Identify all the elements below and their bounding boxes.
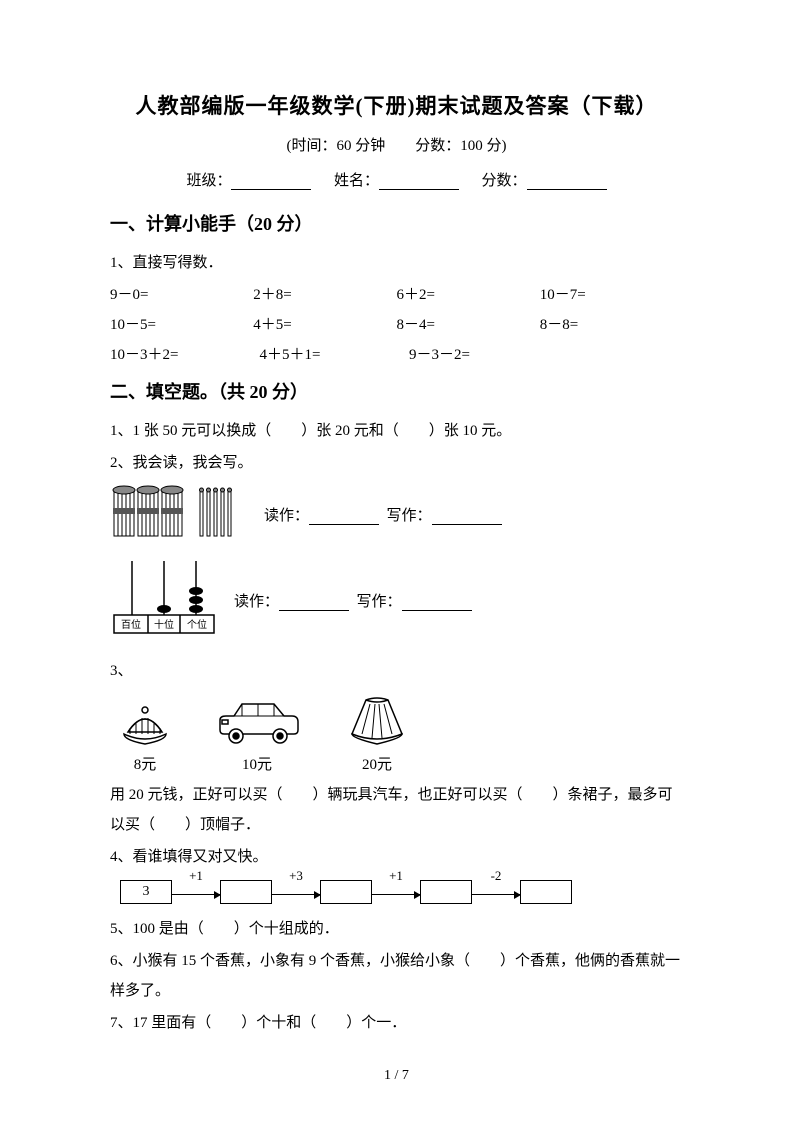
- price-skirt: 20元: [342, 753, 412, 774]
- q3-item-skirt: 20元: [342, 694, 412, 774]
- abacus-label-tens: 十位: [154, 618, 174, 631]
- q4-box-start: 3: [120, 880, 172, 904]
- bundles-sticks-icon: [110, 484, 250, 545]
- q4-box[interactable]: [520, 880, 572, 904]
- calc-cell: 9－3－2=: [409, 340, 558, 370]
- calc-cell: 2＋8=: [253, 280, 396, 310]
- s2-q7: 7、17 里面有（ ）个十和（ ）个一．: [110, 1008, 683, 1038]
- calc-cell: 10－3＋2=: [110, 340, 259, 370]
- s1-q1-label: 1、直接写得数．: [110, 248, 683, 278]
- q3-item-hat: 8元: [118, 704, 172, 774]
- q4-arrow: +3: [272, 884, 320, 900]
- read-blank[interactable]: [279, 595, 349, 611]
- q4-arrow: -2: [472, 884, 520, 900]
- calc-cell: 10－7=: [540, 280, 683, 310]
- calc-cell: 9－0=: [110, 280, 253, 310]
- skirt-icon: [342, 694, 412, 751]
- write-blank[interactable]: [402, 595, 472, 611]
- name-label: 姓名：: [334, 173, 379, 189]
- calc-row-2: 10－5= 4＋5= 8－4= 8－8=: [110, 310, 683, 340]
- s2-q2-row2: 百位 十位 个位 读作： 写作：: [110, 559, 683, 642]
- q4-box[interactable]: [320, 880, 372, 904]
- page-number: 1 / 7: [0, 1068, 793, 1084]
- car-icon: [212, 696, 302, 751]
- write-label: 写作：: [387, 508, 432, 524]
- subtitle-prefix: (时间：: [286, 138, 336, 154]
- q4-arrow: +1: [372, 884, 420, 900]
- score-label: 分数：: [482, 173, 527, 189]
- write-blank[interactable]: [432, 509, 502, 525]
- hat-icon: [118, 704, 172, 751]
- read-label: 读作：: [234, 594, 279, 610]
- calc-cell: 4＋5=: [253, 310, 396, 340]
- q4-op: +1: [372, 868, 420, 884]
- section1-header: 一、计算小能手（20 分）: [110, 210, 683, 236]
- doc-title: 人教部编版一年级数学(下册)期末试题及答案（下载）: [110, 90, 683, 120]
- class-label: 班级：: [186, 173, 231, 189]
- score-blank[interactable]: [527, 172, 607, 190]
- price-car: 10元: [212, 753, 302, 774]
- section2-header: 二、填空题。（共 20 分）: [110, 378, 683, 404]
- s2-q2-row1: 读作： 写作：: [110, 484, 683, 545]
- score-value: 100 分: [460, 138, 501, 154]
- doc-subtitle: (时间：60 分钟 分数：100 分): [110, 134, 683, 155]
- q4-op: -2: [472, 868, 520, 884]
- q4-box[interactable]: [420, 880, 472, 904]
- read-blank[interactable]: [309, 509, 379, 525]
- abacus-icon: 百位 十位 个位: [110, 559, 220, 642]
- class-blank[interactable]: [231, 172, 311, 190]
- s2-q2-read1: 读作： 写作：: [264, 504, 502, 525]
- calc-cell: 10－5=: [110, 310, 253, 340]
- abacus-label-ones: 个位: [187, 618, 207, 631]
- s2-q5: 5、100 是由（ ）个十组成的．: [110, 914, 683, 944]
- time-value: 60 分钟: [336, 138, 385, 154]
- abacus-label-hundreds: 百位: [121, 618, 141, 631]
- s2-q2-read2: 读作： 写作：: [234, 590, 472, 611]
- s2-q3-label: 3、: [110, 656, 683, 686]
- s2-q6: 6、小猴有 15 个香蕉，小象有 9 个香蕉，小猴给小象（ ）个香蕉，他俩的香蕉…: [110, 946, 683, 1006]
- q4-op: +1: [172, 868, 220, 884]
- s2-q3-text: 用 20 元钱，正好可以买（ ）辆玩具汽车，也正好可以买（ ）条裙子，最多可以买…: [110, 780, 683, 840]
- subtitle-suffix: ): [502, 138, 507, 154]
- q4-box[interactable]: [220, 880, 272, 904]
- calc-cell: 4＋5＋1=: [259, 340, 408, 370]
- write-label: 写作：: [357, 594, 402, 610]
- name-blank[interactable]: [379, 172, 459, 190]
- q3-item-car: 10元: [212, 696, 302, 774]
- calc-cell: [558, 340, 683, 370]
- calc-row-1: 9－0= 2＋8= 6＋2= 10－7=: [110, 280, 683, 310]
- s2-q1: 1、1 张 50 元可以换成（ ）张 20 元和（ ）张 10 元。: [110, 416, 683, 446]
- price-hat: 8元: [118, 753, 172, 774]
- s2-q4-chain: 3 +1 +3 +1 -2: [120, 880, 683, 904]
- calc-cell: 8－8=: [540, 310, 683, 340]
- calc-row-3: 10－3＋2= 4＋5＋1= 9－3－2=: [110, 340, 683, 370]
- calc-cell: 8－4=: [397, 310, 540, 340]
- s2-q3-items: 8元 10元: [118, 694, 683, 774]
- info-line: 班级： 姓名： 分数：: [110, 169, 683, 190]
- calc-cell: 6＋2=: [397, 280, 540, 310]
- q4-op: +3: [272, 868, 320, 884]
- subtitle-mid: 分数：: [385, 138, 460, 154]
- read-label: 读作：: [264, 508, 309, 524]
- s2-q2-label: 2、我会读，我会写。: [110, 448, 683, 478]
- q4-arrow: +1: [172, 884, 220, 900]
- page: 人教部编版一年级数学(下册)期末试题及答案（下载） (时间：60 分钟 分数：1…: [0, 0, 793, 1122]
